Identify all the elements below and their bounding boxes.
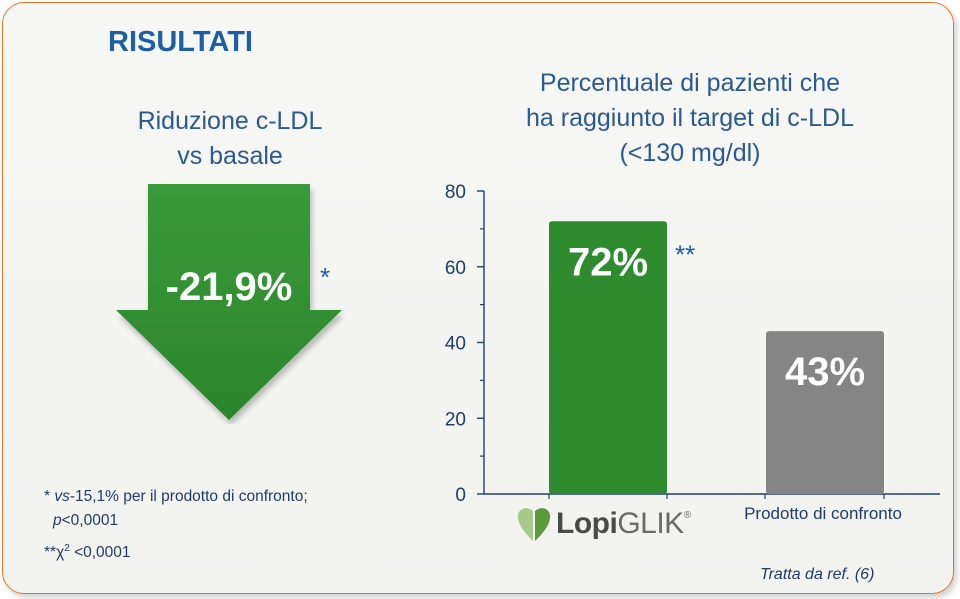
bar-value-label: 72% <box>568 240 648 284</box>
ldl-reduction-value: -21,9% <box>165 265 293 309</box>
bar-value-label: 43% <box>785 350 865 394</box>
ldl-heading-line1: Riduzione c-LDL <box>137 107 323 135</box>
footnote-2-text: <0,0001 <box>69 544 131 562</box>
bar-1 <box>549 221 667 495</box>
footnote-1-pvalue: p<0,0001 <box>53 512 118 530</box>
ldl-heading-line2: vs basale <box>177 142 283 170</box>
footnote-1-pval: <0,0001 <box>61 512 119 529</box>
x-category-label: Prodotto di confronto <box>744 504 902 523</box>
y-tick-label: 80 <box>445 182 466 203</box>
footnote-1-text: -15,1% per il prodotto di confronto; <box>69 488 308 505</box>
y-tick-label: 0 <box>455 485 466 506</box>
y-tick-label: 60 <box>445 258 466 279</box>
footnote-1-p: p <box>53 512 62 529</box>
y-tick-label: 20 <box>445 409 466 430</box>
leaf-heart-icon <box>517 508 551 541</box>
footnote-1-prefix: * <box>44 488 55 505</box>
footnote-2: **χ2 <0,0001 <box>44 543 131 562</box>
source-reference: Tratta da ref. (6) <box>760 566 875 583</box>
footnote-1: * vs-15,1% per il prodotto di confronto; <box>44 488 308 506</box>
chart-heading-line3: (<130 mg/dl) <box>619 139 761 167</box>
bar-2 <box>766 331 884 494</box>
ldl-reduction-heading: Riduzione c-LDL vs basale <box>80 104 380 174</box>
ldl-significance-marker: * <box>320 262 331 292</box>
chart-heading-line1: Percentuale di pazienti che <box>539 69 841 97</box>
footnote-2-prefix: **χ <box>44 544 65 562</box>
footnote-2-sup: 2 <box>64 543 70 554</box>
y-tick-label: 40 <box>445 334 466 355</box>
chart-heading: Percentuale di pazienti che ha raggiunto… <box>455 66 925 171</box>
chart-heading-line2: ha raggiunto il target di c-LDL <box>526 104 854 132</box>
bar-significance-marker: ** <box>675 239 695 269</box>
logo-trademark: ® <box>683 510 692 521</box>
down-arrow-icon <box>116 184 342 420</box>
logo-text-bold: Lopi <box>556 507 618 540</box>
lopiglik-logo: Lopi GLIK ® <box>516 504 691 544</box>
page-title: RISULTATI <box>108 26 253 58</box>
logo-text-light: GLIK <box>617 507 684 540</box>
footnote-1-vs: vs <box>54 488 70 505</box>
